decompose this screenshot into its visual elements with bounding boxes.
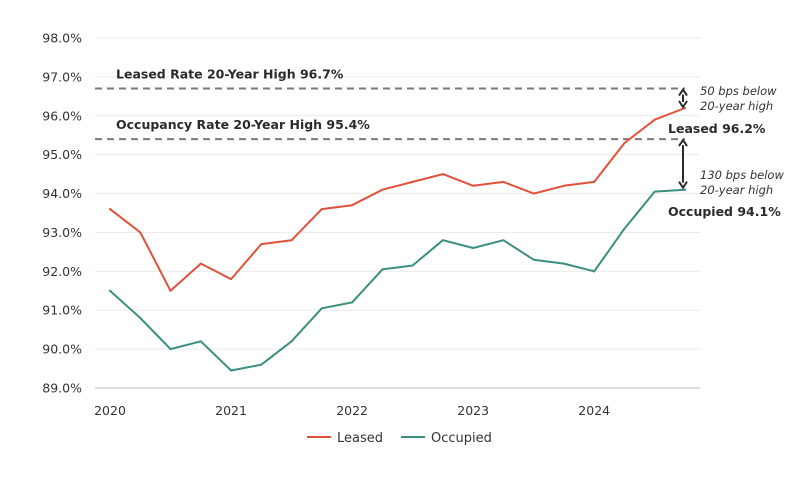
data-point-leased	[381, 188, 384, 191]
data-point-leased	[502, 180, 505, 183]
annotations: 50 bps below 20-year high 130 bps below …	[668, 84, 788, 219]
data-point-occupied	[593, 270, 596, 273]
data-point-leased	[472, 184, 475, 187]
leased-20yr-high-label: Leased Rate 20-Year High 96.7%	[116, 67, 344, 82]
data-point-leased	[653, 118, 656, 121]
legend-label-leased: Leased	[337, 431, 383, 446]
x-tick-label: 2023	[457, 403, 489, 418]
data-point-occupied	[230, 369, 233, 372]
x-tick-label: 2022	[336, 403, 368, 418]
y-tick-label: 97.0%	[42, 69, 82, 84]
data-point-occupied	[502, 239, 505, 242]
y-tick-label: 94.0%	[42, 186, 82, 201]
arrow-head-down	[678, 100, 688, 109]
data-point-occupied	[320, 307, 323, 310]
occupied-gap-note: 130 bps below 20-year high	[700, 168, 788, 197]
y-tick-label: 93.0%	[42, 225, 82, 240]
data-point-leased	[593, 180, 596, 183]
legend: Leased Occupied	[307, 431, 492, 446]
y-tick-label: 89.0%	[42, 381, 82, 396]
data-point-occupied	[441, 239, 444, 242]
y-tick-label: 91.0%	[42, 303, 82, 318]
y-tick-label: 95.0%	[42, 147, 82, 162]
data-point-occupied	[169, 348, 172, 351]
occupied-gap-note-line-2: 20-year high	[700, 183, 773, 197]
data-point-leased	[199, 262, 202, 265]
grid-lines	[95, 37, 700, 350]
data-point-leased	[411, 180, 414, 183]
data-point-leased	[290, 239, 293, 242]
data-point-occupied	[653, 190, 656, 193]
data-point-leased	[532, 192, 535, 195]
series-line-leased	[109, 107, 686, 292]
y-axis-ticks: 89.0% 90.0% 91.0% 92.0% 93.0% 94.0% 95.0% 96.0%…	[42, 31, 82, 396]
y-tick-label: 92.0%	[42, 264, 82, 279]
y-tick-label: 98.0%	[42, 31, 82, 46]
data-point-leased	[260, 243, 263, 246]
series-line-occupied	[109, 188, 686, 372]
occupied-end-label: Occupied 94.1%	[668, 204, 781, 219]
data-point-leased	[351, 204, 354, 207]
data-point-occupied	[351, 301, 354, 304]
data-point-occupied	[260, 363, 263, 366]
occupancy-20yr-high-label: Occupancy Rate 20-Year High 95.4%	[116, 117, 370, 132]
series-lines	[109, 107, 686, 372]
leased-gap-note-line-1: 50 bps below	[700, 84, 777, 98]
data-point-leased	[623, 142, 626, 144]
data-point-occupied	[472, 247, 475, 249]
x-axis-ticks: 2020 2021 2022 2023 2024	[94, 403, 610, 418]
x-tick-label: 2021	[215, 403, 247, 418]
data-point-leased	[562, 184, 565, 187]
data-point-occupied	[684, 188, 686, 191]
data-point-leased	[169, 289, 172, 292]
x-tick-label: 2024	[578, 403, 610, 418]
data-point-occupied	[109, 289, 111, 292]
legend-label-occupied: Occupied	[431, 431, 492, 446]
data-point-occupied	[290, 340, 293, 343]
data-point-leased	[230, 278, 233, 281]
occupied-gap-note-line-1: 130 bps below	[700, 168, 784, 182]
arrow-head-up	[678, 87, 688, 97]
reference-lines: Leased Rate 20-Year High 96.7% Occupancy…	[95, 67, 685, 141]
data-point-occupied	[411, 264, 414, 267]
data-point-occupied	[199, 340, 202, 343]
data-point-leased	[684, 107, 686, 109]
arrow-head-down	[678, 181, 688, 190]
data-point-occupied	[532, 258, 535, 261]
data-point-leased	[320, 208, 323, 211]
data-point-leased	[139, 231, 142, 234]
data-point-occupied	[139, 317, 142, 319]
y-tick-label: 90.0%	[42, 342, 82, 357]
data-point-leased	[109, 208, 111, 211]
leased-gap-note-line-2: 20-year high	[700, 99, 773, 113]
data-point-occupied	[623, 227, 626, 230]
arrow-head-up	[678, 138, 688, 147]
data-point-occupied	[381, 268, 384, 271]
data-point-occupied	[562, 262, 565, 265]
leased-gap-arrow	[678, 87, 688, 109]
occupied-gap-arrow	[678, 138, 688, 190]
x-tick-label: 2020	[94, 403, 126, 418]
y-tick-label: 96.0%	[42, 108, 82, 123]
leased-end-label: Leased 96.2%	[668, 121, 766, 136]
leased-gap-note: 50 bps below 20-year high	[700, 84, 780, 113]
data-point-leased	[441, 173, 444, 176]
